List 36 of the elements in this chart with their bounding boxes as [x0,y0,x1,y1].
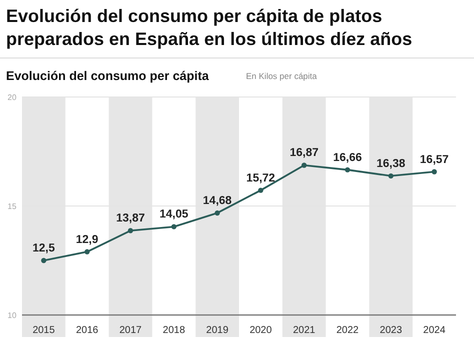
data-label: 13,87 [116,212,145,225]
data-label: 14,05 [160,208,189,221]
y-tick-label: 10 [8,311,17,320]
x-tick-label: 2023 [380,325,402,336]
point [214,210,220,216]
y-tick-label: 15 [8,202,17,211]
data-label: 16,38 [376,158,406,170]
chart-subtitle: Evolución del consumo per cápita [6,69,210,83]
x-tick-label: 2021 [292,325,316,336]
point [344,167,350,172]
x-tick-label: 2020 [250,325,272,336]
point [302,162,307,168]
data-label: 16,66 [333,152,362,164]
data-label: 15,72 [246,172,276,184]
x-tick-label: 2022 [336,325,360,336]
data-label: 12,9 [76,234,98,246]
x-tick-label: 2018 [162,325,186,336]
point [84,249,90,254]
x-tick-label: 2019 [206,325,229,336]
point [432,169,437,174]
y-tick-label: 20 [8,93,17,102]
point [258,188,264,193]
x-tick-label: 2024 [423,325,446,336]
point [41,258,46,264]
data-label: 16,87 [290,147,318,160]
chart-title: Evolución del consumo per cápita de platos preparados en España en los últimos díez años [6,6,412,49]
data-label: 14,68 [202,194,232,207]
point [388,173,394,179]
x-tick-label: 2015 [32,325,56,336]
x-tick-label: 2017 [119,325,142,336]
point [171,224,176,230]
y-axis-title: En Kilos per cápita [246,71,318,81]
point [128,228,134,234]
data-label: 12,5 [32,242,56,254]
x-tick-label: 2016 [76,325,99,336]
data-label: 16,57 [420,154,449,166]
